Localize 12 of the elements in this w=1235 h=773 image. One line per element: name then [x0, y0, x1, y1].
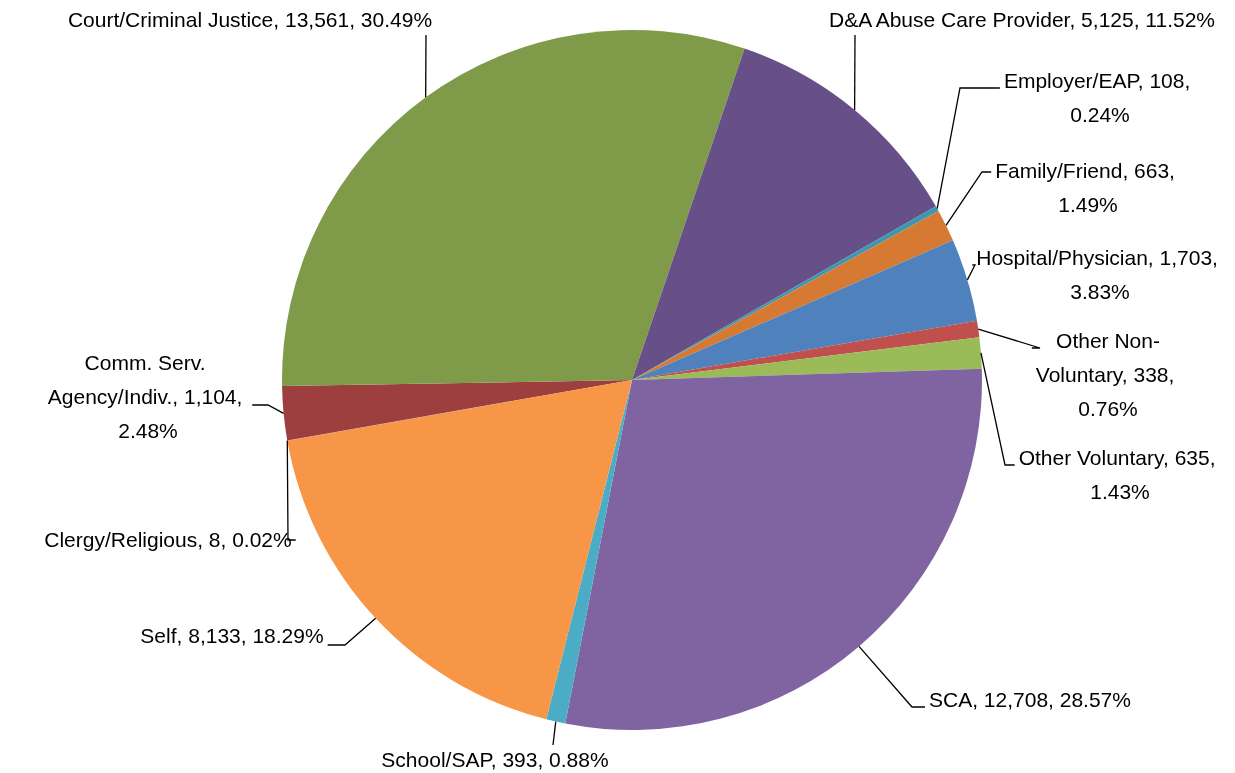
slice-label: Other Non-Voluntary, 338, 0.76% [1035, 329, 1181, 420]
slice-label: Other Voluntary, 635, 1.43% [1018, 446, 1222, 503]
slice-label: School/SAP, 393, 0.88% [381, 748, 609, 771]
slice-label: Comm. Serv. Agency/Indiv., 1,104, 2.48% [47, 351, 249, 442]
slice-label: Hospital/Physician, 1,703, 3.83% [976, 246, 1224, 303]
slice-label: Family/Friend, 663, 1.49% [995, 159, 1181, 216]
slice-label: D&A Abuse Care Provider, 5,125, 11.52% [828, 8, 1216, 31]
slice-label: Court/Criminal Justice, 13,561, 30.49% [67, 8, 433, 31]
slice-label: Employer/EAP, 108, 0.24% [1003, 69, 1197, 126]
slice-label: Self, 8,133, 18.29% [140, 624, 324, 647]
slice-label: SCA, 12,708, 28.57% [929, 688, 1131, 711]
slice-label: Clergy/Religious, 8, 0.02% [44, 528, 292, 551]
